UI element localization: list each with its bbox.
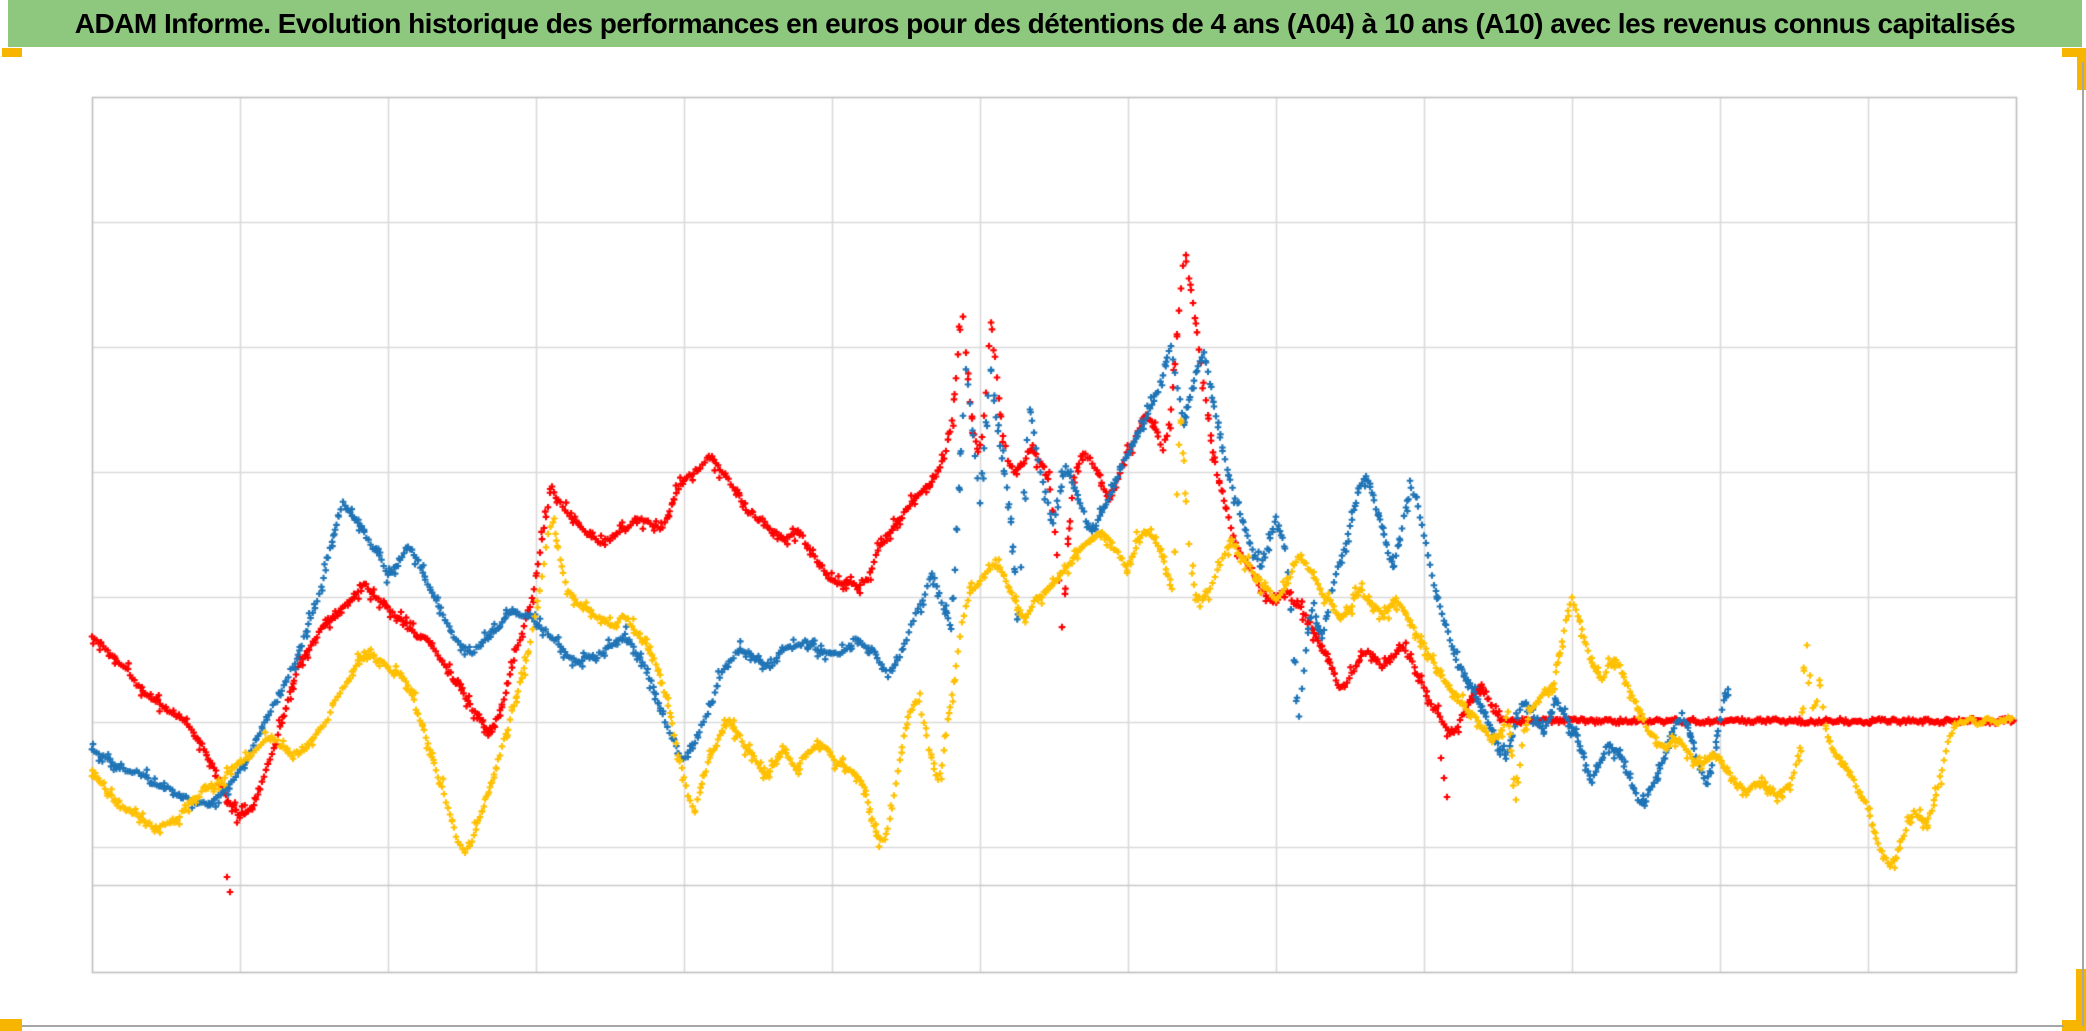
chart-title: ADAM Informe. Evolution historique des p…: [74, 7, 2016, 39]
title-banner: ADAM Informe. Evolution historique des p…: [8, 0, 2082, 47]
page-edge-right-line: [2082, 62, 2084, 1026]
corner-mark-bottom-right-vertical: [2076, 969, 2086, 1031]
page-edge-bottom-line: [22, 1025, 2064, 1027]
corner-mark-bottom-right-horizontal: [2062, 1020, 2086, 1031]
corner-mark-top-right-vertical: [2077, 48, 2086, 90]
corner-mark-bottom-left: [0, 1019, 22, 1031]
corner-mark-top-left: [2, 48, 22, 57]
corner-mark-top-right-horizontal: [2062, 48, 2086, 57]
